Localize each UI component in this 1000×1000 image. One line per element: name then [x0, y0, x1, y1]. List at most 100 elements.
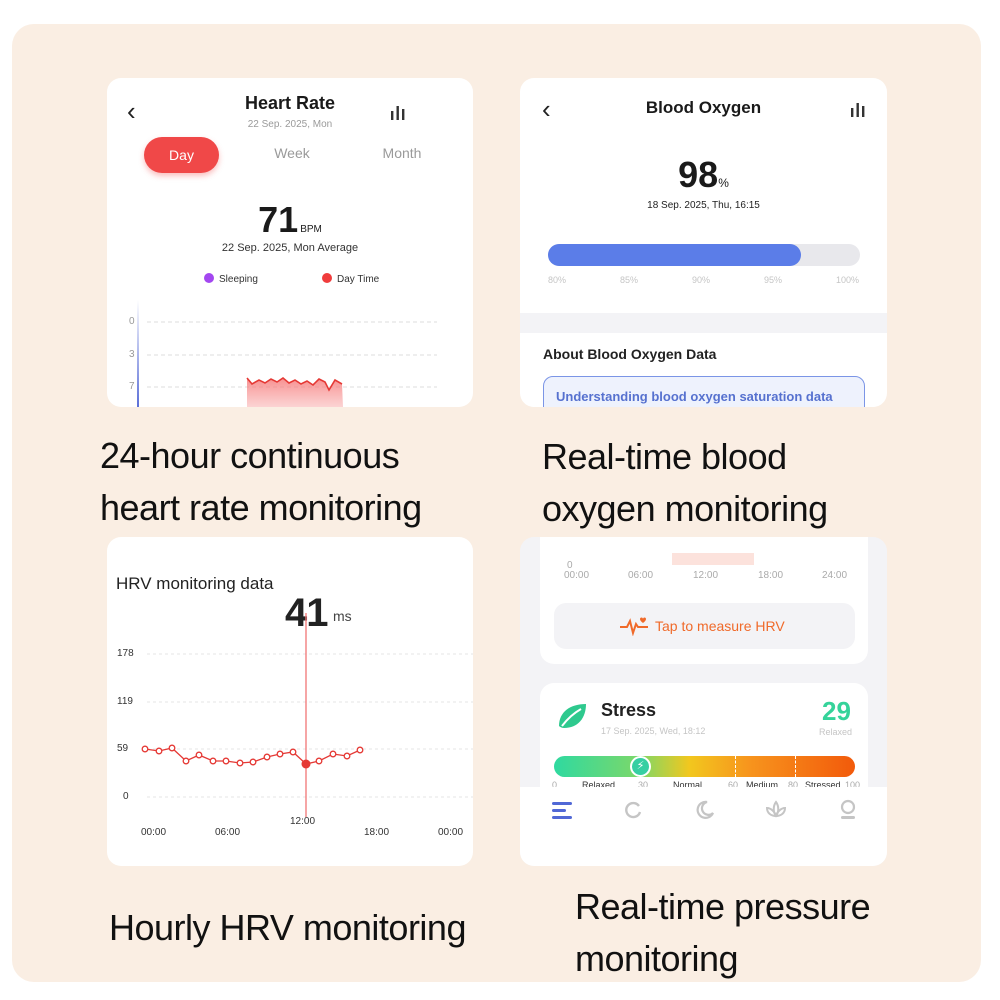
caption-line: monitoring [575, 938, 739, 979]
heartbeat-icon [620, 617, 648, 636]
average-label: 22 Sep. 2025, Mon Average [221, 242, 359, 254]
scale-label: 30 [638, 780, 649, 790]
heart-rate-value: 71 BPM [107, 199, 473, 241]
x-tick-label: 00:00 [438, 827, 464, 838]
caption-line: oxygen monitoring [542, 488, 828, 529]
measure-hrv-button[interactable] [554, 603, 855, 649]
stress-card: 0 00:00 06:00 12:00 18:00 24:00 Tap to m… [520, 537, 887, 866]
info-link[interactable]: Understanding blood oxygen saturation da… [556, 389, 833, 404]
scale-label: Normal [673, 780, 703, 790]
scale-divider [735, 756, 736, 777]
y-tick-label: 178 [117, 648, 134, 659]
legend-dot-daytime [322, 273, 332, 283]
caption-stress: Real-time pressure monitoring [575, 881, 871, 985]
back-chevron-icon[interactable]: ‹ [542, 94, 551, 124]
saturation-bar [548, 244, 860, 266]
blood-oxygen-card: ‹ Blood Oxygen 98% 18 Sep. 2025, Thu, 16… [520, 78, 887, 407]
heart-rate-area [247, 378, 343, 407]
heart-rate-line [246, 377, 343, 392]
stress-indicator-knob: ⚡ [630, 756, 651, 777]
x-tick-label: 06:00 [215, 827, 241, 838]
heart-rate-number: 71 [258, 199, 299, 240]
y-tick-label: 7 [129, 381, 135, 392]
stress-level: Relaxed [819, 727, 853, 737]
scale-tick: 90% [692, 275, 711, 285]
about-title: About Blood Oxygen Data [543, 346, 717, 362]
info-link-box[interactable] [543, 376, 865, 407]
scale-label: 60 [728, 780, 739, 790]
nav-moon-icon[interactable] [695, 800, 715, 820]
scale-label: Stressed [805, 780, 841, 790]
scale-label: 100 [845, 780, 861, 790]
nav-list-icon[interactable] [551, 800, 573, 820]
caption-heart-rate: 24-hour continuous heart rate monitoring [100, 430, 422, 534]
legend-label: Day Time [337, 274, 380, 285]
scale-tick: 100% [836, 275, 860, 285]
caption-line: Real-time blood [542, 436, 787, 477]
tab-week[interactable]: Week [274, 145, 310, 161]
heart-rate-card: ‹ Heart Rate 22 Sep. 2025, Mon Day Week … [107, 78, 473, 407]
scale-tick: 85% [620, 275, 639, 285]
legend-label: Sleeping [219, 274, 258, 285]
x-tick-label: 18:00 [364, 827, 390, 838]
y-tick-label: 3 [129, 349, 135, 360]
scale-label: Relaxed [582, 780, 616, 790]
hrv-value: 41 [285, 591, 328, 635]
section-divider [520, 313, 887, 333]
axis-tick: 18:00 [758, 570, 784, 581]
stress-title: Stress [601, 700, 657, 720]
blood-oxygen-number: 98 [678, 154, 719, 195]
heart-rate-chart [137, 300, 437, 407]
back-chevron-icon[interactable]: ‹ [127, 96, 136, 126]
page-title: Heart Rate [244, 93, 336, 113]
y-tick-label: 119 [117, 696, 133, 707]
leaf-icon [559, 704, 586, 728]
nav-profile-icon[interactable] [838, 799, 858, 821]
measure-hrv-label[interactable]: Tap to measure HRV [655, 618, 785, 634]
sleep-bar [137, 300, 139, 407]
blood-oxygen-unit: % [718, 176, 729, 190]
page-title: Blood Oxygen [645, 98, 762, 117]
scale-label: 0 [552, 780, 558, 790]
bar-chart-icon[interactable] [390, 105, 406, 121]
caption-line: heart rate monitoring [100, 487, 422, 528]
stress-date: 17 Sep. 2025, Wed, 18:12 [601, 726, 706, 736]
legend-dot-sleeping [204, 273, 214, 283]
caption-blood-oxygen: Real-time blood oxygen monitoring [542, 431, 828, 535]
x-tick-label: 12:00 [290, 816, 316, 827]
hrv-title: HRV monitoring data [116, 574, 274, 593]
hrv-points [141, 744, 364, 767]
scale-label: 80 [788, 780, 799, 790]
legend-item-sleeping: Sleeping [204, 273, 258, 285]
scale-tick: 95% [764, 275, 783, 285]
axis-tick: 00:00 [564, 570, 590, 581]
axis-tick: 24:00 [822, 570, 848, 581]
y-tick-label: 0 [129, 316, 135, 327]
axis-tick: 0 [567, 560, 573, 571]
scale-divider [795, 756, 796, 777]
stress-scale-bar [554, 756, 855, 777]
caption-line: Real-time pressure [575, 886, 871, 927]
tab-month[interactable]: Month [382, 145, 422, 161]
caption-hrv: Hourly HRV monitoring [109, 907, 466, 948]
y-tick-label: 0 [123, 791, 129, 802]
nav-lotus-icon[interactable] [765, 799, 787, 819]
bar-chart-icon[interactable] [850, 102, 866, 118]
caption-line: 24-hour continuous [100, 435, 400, 476]
hrv-card: HRV monitoring data 41 ms 178 119 59 0 0… [107, 537, 473, 866]
tab-day[interactable]: Day [144, 137, 219, 173]
scale-tick: 80% [548, 275, 567, 285]
stress-value: 29 [822, 696, 851, 726]
nav-refresh-icon[interactable] [623, 800, 643, 820]
x-tick-label: 00:00 [141, 827, 167, 838]
measurement-time: 18 Sep. 2025, Thu, 16:15 [647, 200, 760, 211]
hrv-chart-bar [672, 553, 754, 565]
saturation-fill [548, 244, 802, 266]
legend-item-daytime: Day Time [322, 273, 379, 285]
hrv-chart [141, 613, 473, 817]
scale-label: Medium [746, 780, 779, 790]
heart-rate-unit: BPM [300, 224, 322, 235]
axis-tick: 12:00 [693, 570, 719, 581]
page-date: 22 Sep. 2025, Mon [247, 119, 333, 130]
bottom-nav [520, 787, 887, 866]
